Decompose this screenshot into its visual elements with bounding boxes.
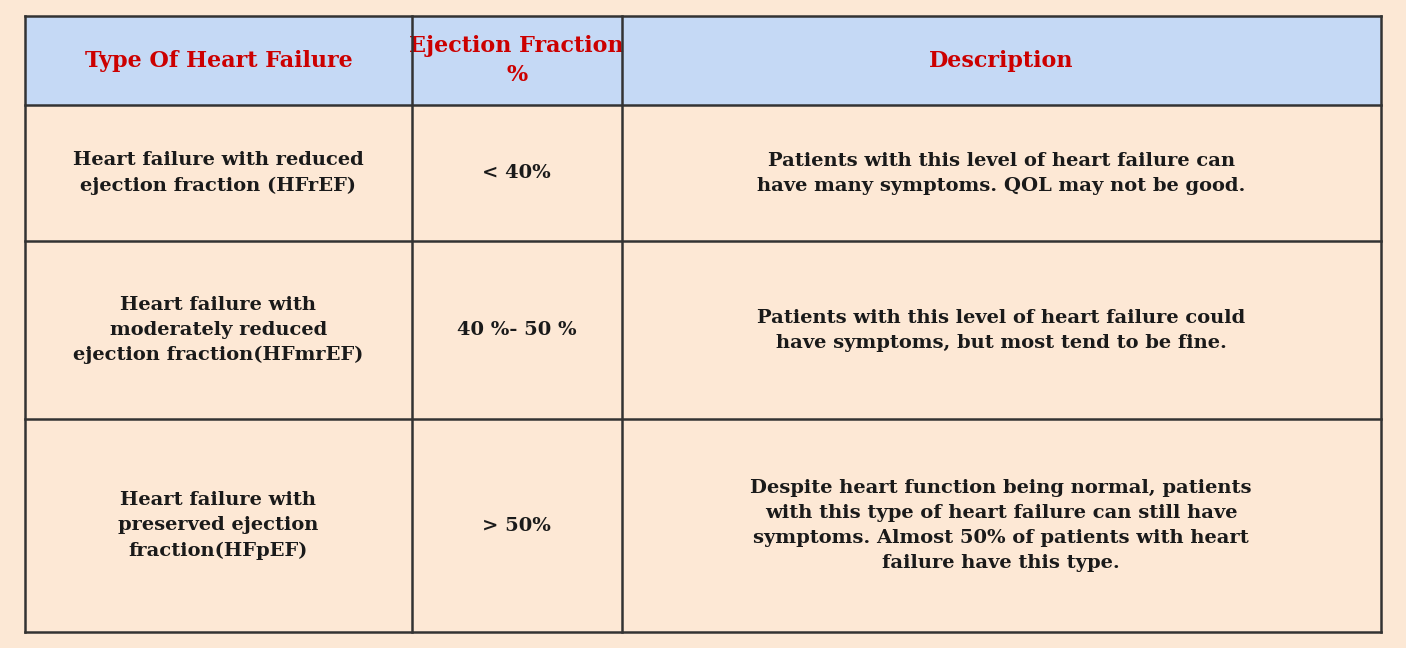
Bar [25,106,412,241]
Bar [621,106,1381,241]
Bar [412,241,621,419]
Text: Heart failure with reduced
ejection fraction (HFrEF): Heart failure with reduced ejection frac… [73,152,364,195]
Text: Ejection Fraction
%: Ejection Fraction % [409,36,624,86]
Text: Type Of Heart Failure: Type Of Heart Failure [84,50,353,72]
Text: 40 %- 50 %: 40 %- 50 % [457,321,576,339]
Bar [412,16,621,106]
Bar [25,419,412,632]
Bar [25,241,412,419]
Text: Despite heart function being normal, patients
with this type of heart failure ca: Despite heart function being normal, pat… [751,479,1251,572]
Text: Description: Description [929,50,1073,72]
Bar [412,419,621,632]
Text: Patients with this level of heart failure could
have symptoms, but most tend to : Patients with this level of heart failur… [756,308,1246,352]
Text: Heart failure with
preserved ejection
fraction(HFpEF): Heart failure with preserved ejection fr… [118,491,319,560]
Text: Patients with this level of heart failure can
have many symptoms. QOL may not be: Patients with this level of heart failur… [756,152,1246,194]
Text: Heart failure with
moderately reduced
ejection fraction(HFmrEF): Heart failure with moderately reduced ej… [73,296,364,364]
Bar [621,241,1381,419]
Text: < 40%: < 40% [482,164,551,182]
Bar [621,419,1381,632]
Bar [25,16,412,106]
Bar [412,106,621,241]
Bar [621,16,1381,106]
Text: > 50%: > 50% [482,516,551,535]
